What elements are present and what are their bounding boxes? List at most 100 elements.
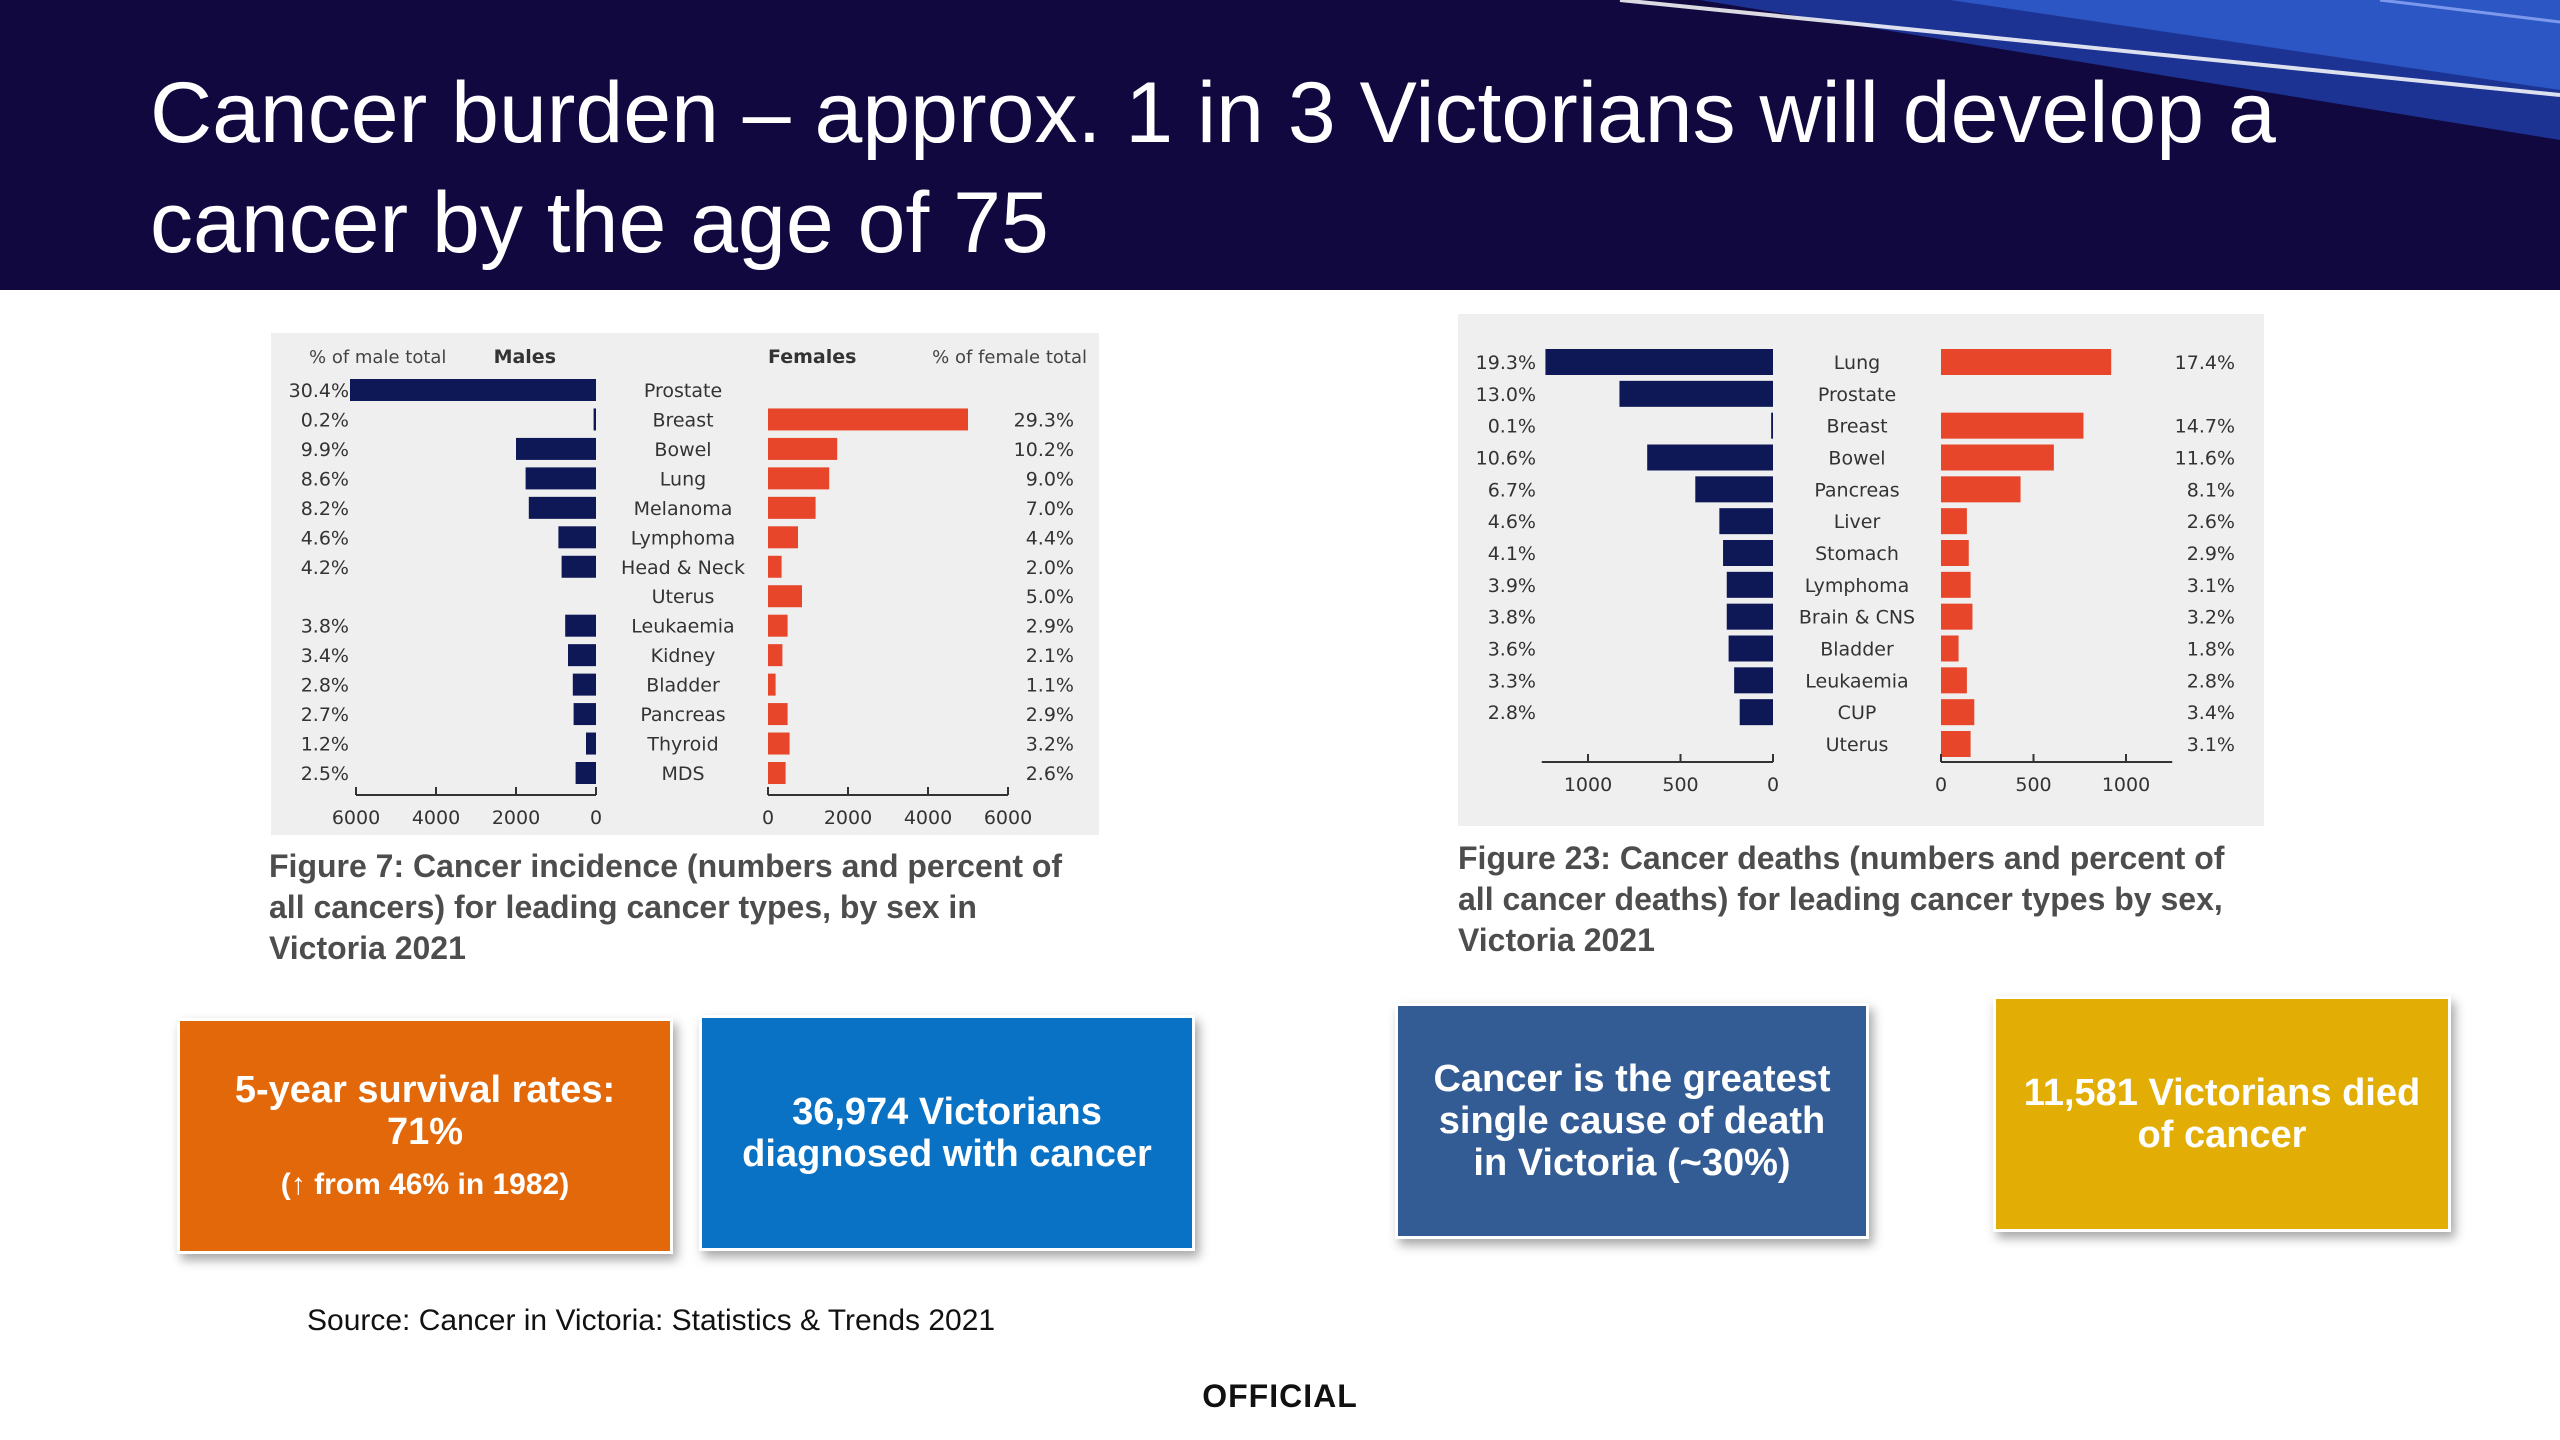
female-bar xyxy=(768,673,776,696)
male-percent-label: 9.9% xyxy=(301,439,349,461)
male-percent-label: 3.6% xyxy=(1488,639,1536,661)
category-label: Melanoma xyxy=(634,498,733,520)
female-percent-label: 2.9% xyxy=(1026,704,1074,726)
survival-rate-box: 5-year survival rates: 71% (↑ from 46% i… xyxy=(177,1018,673,1254)
female-axis-tick-label: 0 xyxy=(1935,774,1947,796)
male-percent-label: 19.3% xyxy=(1476,352,1536,374)
source-note: Source: Cancer in Victoria: Statistics &… xyxy=(307,1304,996,1337)
female-percent-label: 7.0% xyxy=(1026,498,1074,520)
male-bar xyxy=(1734,667,1773,694)
female-bar xyxy=(1941,571,1971,598)
female-bar xyxy=(1941,412,2084,439)
female-bar xyxy=(1941,699,1975,726)
male-axis-tick-label: 2000 xyxy=(492,807,540,829)
female-percent-label: 1.1% xyxy=(1026,675,1074,697)
category-label: Stomach xyxy=(1815,543,1899,565)
male-percent-label: 2.5% xyxy=(301,763,349,785)
male-bar xyxy=(575,762,596,784)
category-label: Prostate xyxy=(644,380,722,402)
female-percent-label: 2.9% xyxy=(1026,616,1074,638)
category-label: Lung xyxy=(1834,352,1880,374)
category-label: Bowel xyxy=(1828,448,1885,470)
male-axis-tick-label: 1000 xyxy=(1564,774,1612,796)
male-percent-label: 2.8% xyxy=(301,675,349,697)
male-bar xyxy=(350,379,596,401)
male-bar xyxy=(572,673,596,696)
male-percent-label: 3.8% xyxy=(1488,607,1536,629)
diagnosed-count-box: 36,974 Victorians diagnosed with cancer xyxy=(699,1015,1195,1251)
male-percent-label: 4.6% xyxy=(1488,511,1536,533)
male-percent-label: 4.2% xyxy=(301,557,349,579)
incidence-chart-svg: % of male total Males Females % of female t… xyxy=(289,346,1087,829)
male-bar xyxy=(573,703,596,726)
category-label: Uterus xyxy=(652,586,715,608)
slide-header: Cancer burden – approx. 1 in 3 Victorian… xyxy=(0,0,2560,290)
male-percent-label: 30.4% xyxy=(289,380,349,402)
male-percent-label: 8.2% xyxy=(301,498,349,520)
female-percent-label: 17.4% xyxy=(2175,352,2235,374)
category-label: Kidney xyxy=(651,645,716,667)
female-bar xyxy=(1941,667,1967,694)
female-percent-label: 1.8% xyxy=(2187,639,2235,661)
female-axis-tick-label: 2000 xyxy=(824,807,872,829)
male-axis-tick-label: 0 xyxy=(1767,774,1779,796)
category-label: Lung xyxy=(660,468,706,490)
diagnosed-count-text: 36,974 Victorians diagnosed with cancer xyxy=(742,1091,1152,1175)
female-bar xyxy=(768,614,788,637)
header-accent-stripes xyxy=(1619,0,2560,140)
deaths-chart-caption: Figure 23: Cancer deaths (numbers and pe… xyxy=(1458,840,2225,958)
category-label: Breast xyxy=(1826,416,1887,438)
header-male-percent: % of male total xyxy=(309,347,446,368)
male-axis-tick-label: 6000 xyxy=(332,807,380,829)
female-bar xyxy=(768,467,830,490)
female-bar xyxy=(768,585,802,608)
male-axis-tick-label: 4000 xyxy=(412,807,460,829)
female-bar xyxy=(768,703,788,726)
female-bar xyxy=(1941,349,2112,375)
category-label: Bladder xyxy=(1820,639,1894,661)
category-label: Head & Neck xyxy=(621,557,745,579)
male-percent-label: 0.1% xyxy=(1488,416,1536,438)
female-bar xyxy=(1941,508,1967,535)
male-percent-label: 8.6% xyxy=(301,468,349,490)
female-percent-label: 2.9% xyxy=(2187,543,2235,565)
survival-rate-text: 5-year survival rates: 71% xyxy=(234,1069,616,1153)
male-percent-label: 1.2% xyxy=(301,734,349,756)
female-bar xyxy=(1941,476,2021,503)
female-bar xyxy=(768,732,790,755)
category-label: Leukaemia xyxy=(631,616,734,638)
female-bar xyxy=(768,526,798,549)
female-bar xyxy=(1941,444,2054,471)
category-label: Thyroid xyxy=(646,734,718,756)
male-bar xyxy=(593,408,596,431)
male-percent-label: 3.9% xyxy=(1488,575,1536,597)
female-percent-label: 3.4% xyxy=(2187,702,2235,724)
category-label: Brain & CNS xyxy=(1799,607,1915,629)
male-bar xyxy=(516,437,596,460)
male-bar xyxy=(1726,603,1773,630)
female-percent-label: 3.1% xyxy=(2187,734,2235,756)
male-percent-label: 6.7% xyxy=(1488,479,1536,501)
deaths-chart: Lung 19.3% 17.4% Prostate 13.0% Breast 0.1% 14.… xyxy=(1458,314,2264,826)
male-bar xyxy=(1728,635,1773,662)
female-bar xyxy=(1941,731,1971,757)
female-percent-label: 14.7% xyxy=(2175,416,2235,438)
female-bar xyxy=(768,408,968,431)
female-bar xyxy=(768,555,782,578)
male-percent-label: 13.0% xyxy=(1476,384,1536,406)
female-percent-label: 11.6% xyxy=(2175,448,2235,470)
male-bar xyxy=(1619,380,1773,407)
female-axis-tick-label: 0 xyxy=(762,807,774,829)
male-bar xyxy=(586,732,596,755)
male-bar xyxy=(558,526,596,549)
female-percent-label: 4.4% xyxy=(1026,527,1074,549)
category-label: Lymphoma xyxy=(631,527,735,549)
female-percent-label: 2.6% xyxy=(1026,763,1074,785)
male-percent-label: 3.8% xyxy=(301,616,349,638)
female-percent-label: 2.1% xyxy=(1026,645,1074,667)
male-bar xyxy=(561,555,596,578)
female-bar xyxy=(768,437,838,460)
header-females: Females xyxy=(768,346,856,368)
header-female-percent: % of female total xyxy=(932,347,1087,368)
male-bar xyxy=(1545,349,1773,375)
